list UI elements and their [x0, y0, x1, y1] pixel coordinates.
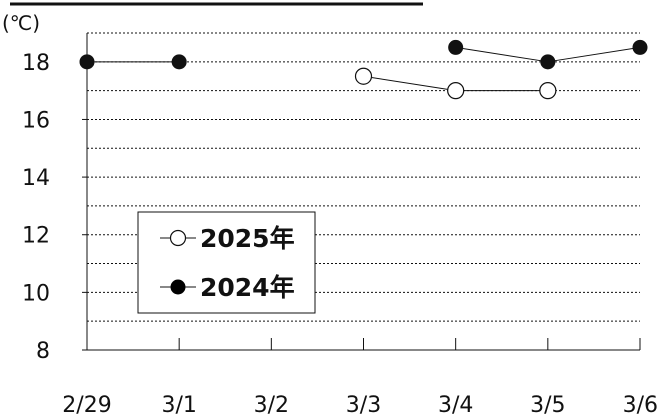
series-group — [79, 39, 648, 100]
x-tick-label: 3/3 — [346, 393, 381, 418]
y-tick-label: 8 — [36, 339, 50, 364]
x-tick-label: 2/29 — [62, 393, 111, 418]
legend: 2025年 2024年 — [137, 211, 316, 314]
x-tick-label: 3/2 — [254, 393, 289, 418]
y-unit-label: (℃) — [2, 11, 40, 35]
series-line-2024 — [455, 46, 548, 63]
data-point-2025 — [447, 82, 465, 100]
legend-marker-2025 — [169, 229, 187, 247]
y-tick-label: 18 — [22, 51, 50, 76]
data-point-2024 — [540, 54, 556, 70]
y-tick-labels: 8 10 12 14 16 18 — [22, 51, 50, 364]
data-point-2025 — [354, 67, 373, 85]
legend-label-2025: 2025年 — [200, 224, 295, 253]
axes — [82, 33, 641, 351]
data-point-2024 — [171, 54, 187, 70]
data-point-2024 — [79, 54, 95, 70]
series-line-2024 — [547, 46, 641, 63]
y-tick-label: 12 — [22, 224, 50, 249]
x-tick-labels: 2/29 3/1 3/2 3/3 3/4 3/5 3/6 — [62, 393, 658, 418]
x-tick-label: 3/4 — [438, 393, 473, 418]
legend-box — [137, 211, 316, 314]
y-tick-label: 14 — [22, 166, 50, 191]
x-tick-label: 3/1 — [161, 393, 196, 418]
y-tick-label: 16 — [22, 108, 50, 133]
legend-label-2024: 2024年 — [200, 273, 295, 302]
data-point-2024 — [448, 39, 464, 55]
data-point-2025 — [539, 82, 557, 100]
x-tick-label: 3/6 — [623, 393, 658, 418]
y-tick-label: 10 — [22, 281, 50, 306]
x-tick-label: 3/5 — [530, 393, 565, 418]
legend-marker-2024 — [170, 279, 186, 295]
series-line-2025 — [363, 75, 456, 92]
data-point-2024 — [632, 39, 648, 55]
